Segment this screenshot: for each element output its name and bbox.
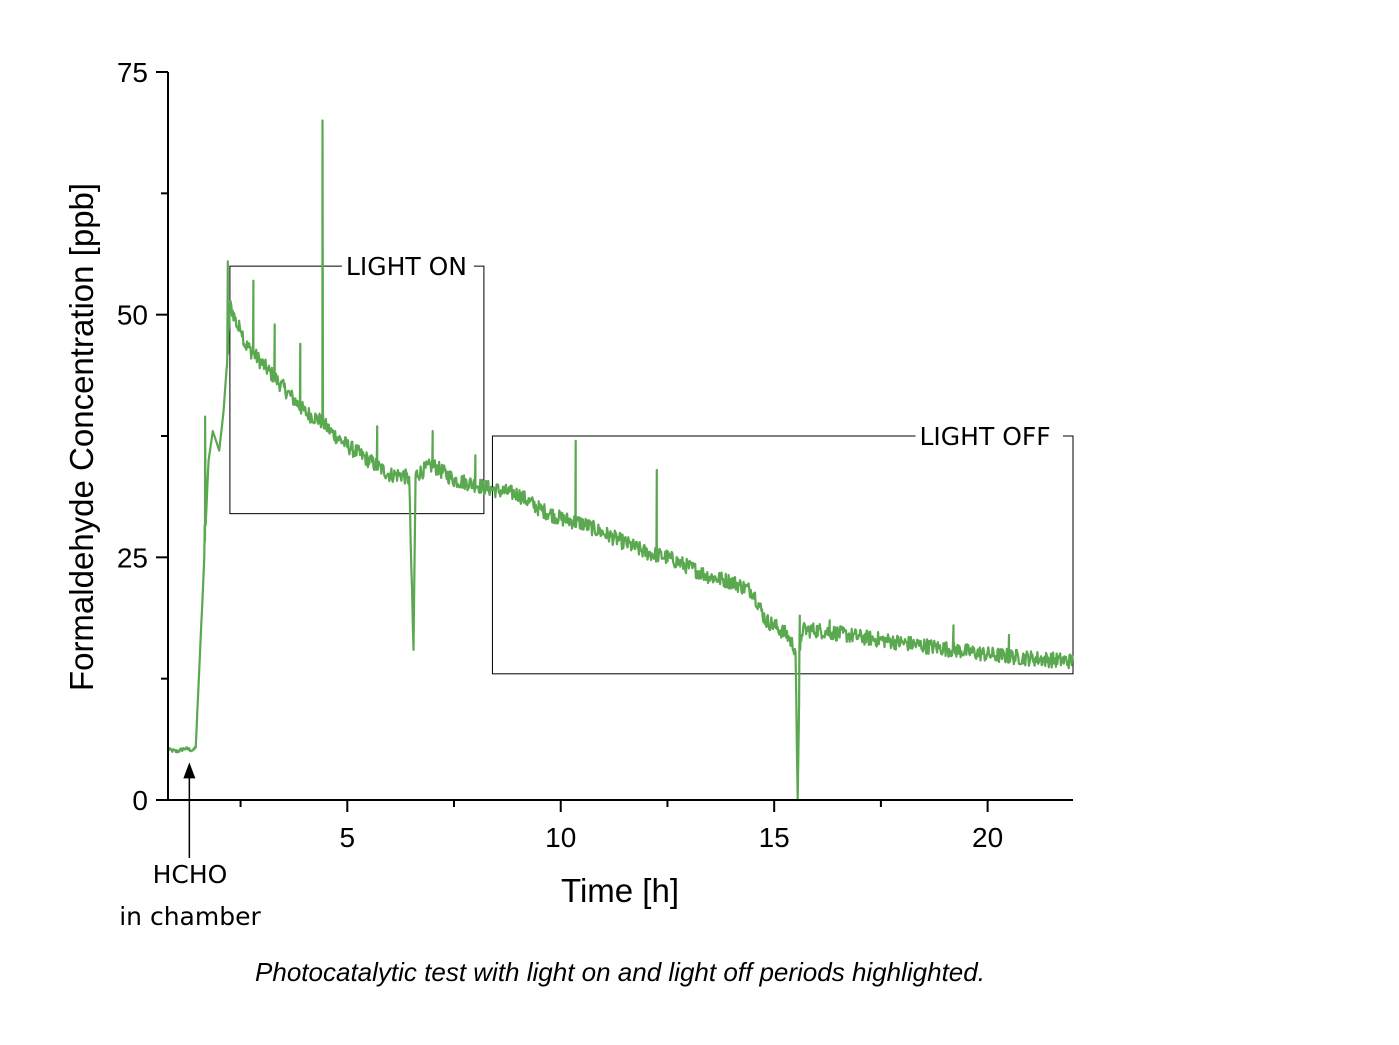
- y-tick-label: 50: [117, 300, 148, 331]
- axes: 0 25 50 75 5 10 15 20: [117, 57, 1073, 853]
- y-tick-label: 0: [132, 785, 148, 816]
- highlight-box: [491, 435, 1074, 675]
- hcho-label-line: HCHO: [153, 860, 228, 889]
- x-axis-title: Time [h]: [561, 872, 679, 909]
- box-label: LIGHT OFF: [920, 422, 1051, 451]
- x-tick-label: 5: [340, 822, 356, 853]
- highlight-boxes: LIGHT ON LIGHT OFF: [229, 250, 1074, 675]
- hcho-label-line: in chamber: [119, 902, 261, 931]
- figure-caption: Photocatalytic test with light on and li…: [255, 957, 985, 987]
- box-label-bg: [915, 420, 1063, 452]
- x-tick-label: 20: [972, 822, 1003, 853]
- box-label-bg: [341, 250, 474, 283]
- series-line-formaldehyde: [167, 119, 1075, 802]
- x-tick-label: 10: [545, 822, 576, 853]
- box-label: LIGHT ON: [346, 252, 467, 281]
- hcho-arrow-head: [183, 762, 196, 779]
- y-axis-title: Formaldehyde Concentration [ppb]: [63, 183, 100, 691]
- y-tick-label: 75: [117, 57, 148, 88]
- series-layer: [167, 119, 1075, 802]
- annotations: HCHO in chamber: [119, 762, 261, 931]
- hcho-label: HCHO in chamber: [119, 860, 261, 931]
- x-tick-label: 15: [759, 822, 790, 853]
- y-tick-label: 25: [117, 542, 148, 573]
